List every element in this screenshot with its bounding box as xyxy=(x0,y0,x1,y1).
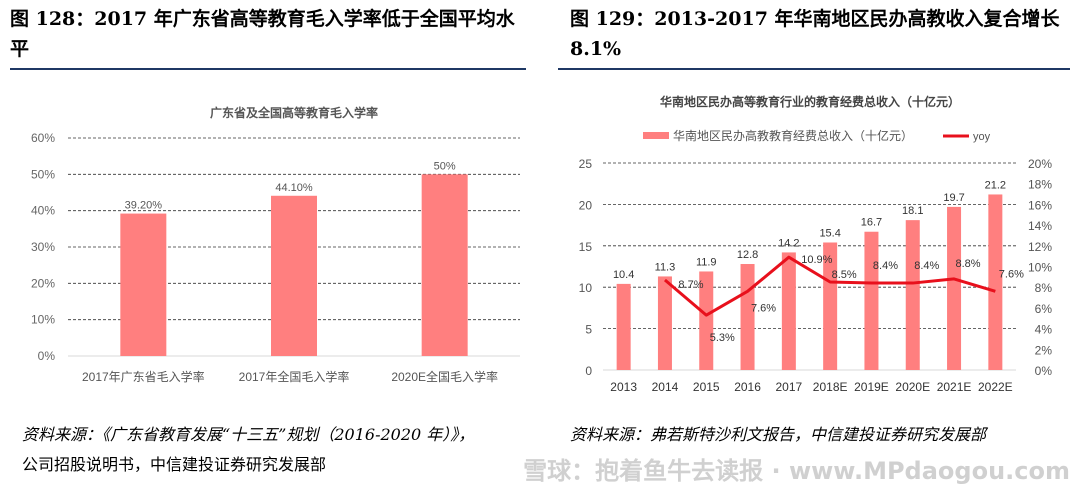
x-tick-label: 2016 xyxy=(734,380,761,394)
y-tick-label: 60% xyxy=(31,131,55,145)
x-tick-label: 2017年广东省毛入学率 xyxy=(82,369,205,384)
bar xyxy=(616,283,631,370)
data-label: 50% xyxy=(434,160,456,172)
y-tick-label: 40% xyxy=(31,204,55,218)
bar-data-label: 10.4 xyxy=(613,269,634,281)
left-figure-heading: 图 128：2017 年广东省高等教育毛入学率低于全国平均水平 xyxy=(10,8,515,60)
y-right-tick-label: 4% xyxy=(1035,323,1053,337)
bar-data-label: 15.4 xyxy=(819,227,840,239)
y-tick-label: 50% xyxy=(31,167,55,181)
left-source-line1: 资料来源：《广东省教育发展“十三五”规划（2016-2020 年）》， xyxy=(22,425,475,444)
y-right-tick-label: 14% xyxy=(1028,219,1052,233)
bar xyxy=(421,174,468,356)
right-heading-rule xyxy=(558,68,1070,70)
bar xyxy=(947,206,962,370)
x-tick-label: 2020E全国毛入学率 xyxy=(391,369,498,384)
bar-data-label: 11.9 xyxy=(696,256,717,268)
x-tick-label: 2017 xyxy=(775,380,802,394)
data-label: 44.10% xyxy=(275,182,313,194)
line-data-label: 8.7% xyxy=(678,279,703,291)
y-right-tick-label: 8% xyxy=(1035,281,1053,295)
y-left-tick-label: 5 xyxy=(585,323,592,337)
yoy-line xyxy=(663,255,996,317)
y-left-tick-label: 10 xyxy=(579,281,593,295)
x-tick-label: 2020E xyxy=(895,380,930,394)
y-right-tick-label: 18% xyxy=(1028,178,1052,192)
x-tick-label: 2021E xyxy=(937,380,972,394)
right-figure-heading-line1: 图 129：2013-2017 年华南地区民办高教收入复合增长 xyxy=(570,8,1060,30)
legend-bar-swatch xyxy=(643,132,669,139)
line-data-label: 7.6% xyxy=(751,302,776,314)
x-tick-label: 2013 xyxy=(610,380,637,394)
line-data-label: 7.6% xyxy=(999,268,1024,280)
x-tick-label: 2014 xyxy=(652,380,679,394)
watermark: 雪球：抱着鱼牛去读报 · www.MPdaogou.com xyxy=(523,457,1070,485)
left-source-line2: 公司招股说明书，中信建投证券研究发展部 xyxy=(22,455,327,474)
line-data-label: 8.4% xyxy=(914,260,939,272)
x-tick-label: 2019E xyxy=(854,380,889,394)
y-tick-label: 30% xyxy=(31,240,55,254)
y-tick-label: 20% xyxy=(31,276,55,290)
y-right-tick-label: 6% xyxy=(1035,302,1053,316)
legend-line-label: yoy xyxy=(973,131,991,143)
y-right-tick-label: 16% xyxy=(1028,198,1052,212)
y-tick-label: 10% xyxy=(31,313,55,327)
data-label: 39.20% xyxy=(125,200,163,212)
y-tick-label: 0% xyxy=(38,349,56,363)
y-left-tick-label: 0 xyxy=(585,364,592,378)
x-tick-label: 2015 xyxy=(693,380,720,394)
line-data-label: 5.3% xyxy=(710,332,735,344)
bar xyxy=(120,213,167,356)
bar-data-label: 12.8 xyxy=(737,249,758,261)
bar xyxy=(823,242,838,370)
bar-data-label: 19.7 xyxy=(943,192,964,204)
left-heading-rule xyxy=(10,68,526,70)
bar-data-label: 11.3 xyxy=(655,261,676,273)
y-left-tick-label: 15 xyxy=(579,240,593,254)
right-source-line1: 资料来源：弗若斯特沙利文报告，中信建投证券研究发展部 xyxy=(570,425,987,444)
y-left-tick-label: 25 xyxy=(579,157,593,171)
bar-data-label: 21.2 xyxy=(985,179,1006,191)
y-right-tick-label: 12% xyxy=(1028,240,1052,254)
bar-data-label: 18.1 xyxy=(902,205,923,217)
y-left-tick-label: 20 xyxy=(579,198,593,212)
bar xyxy=(699,271,714,370)
y-right-tick-label: 2% xyxy=(1035,343,1053,357)
x-tick-label: 2017年全国毛入学率 xyxy=(239,369,350,384)
bar xyxy=(740,264,755,370)
bar-data-label: 16.7 xyxy=(861,217,882,229)
bar xyxy=(988,194,1003,370)
legend-bar-label: 华南地区民办高教教育经费总收入（十亿元） xyxy=(673,128,913,143)
bar xyxy=(657,276,672,370)
y-right-tick-label: 10% xyxy=(1028,261,1052,275)
bar xyxy=(905,220,920,370)
chart-title: 华南地区民办高等教育行业的教育经费总收入（十亿元） xyxy=(660,94,960,109)
x-tick-label: 2022E xyxy=(978,380,1013,394)
y-right-tick-label: 20% xyxy=(1028,157,1052,171)
bar xyxy=(781,252,796,370)
y-right-tick-label: 0% xyxy=(1035,364,1053,378)
bar xyxy=(271,195,317,356)
bar-data-label: 14.2 xyxy=(778,237,799,249)
line-data-label: 8.5% xyxy=(832,269,857,281)
chart-title: 广东省及全国高等教育毛入学率 xyxy=(210,105,378,120)
line-data-label: 8.4% xyxy=(873,260,898,272)
x-tick-label: 2018E xyxy=(813,380,848,394)
right-figure-heading-line2: 8.1% xyxy=(570,38,622,60)
line-data-label: 10.9% xyxy=(801,254,832,266)
bar xyxy=(864,231,879,370)
line-data-label: 8.8% xyxy=(956,258,981,270)
